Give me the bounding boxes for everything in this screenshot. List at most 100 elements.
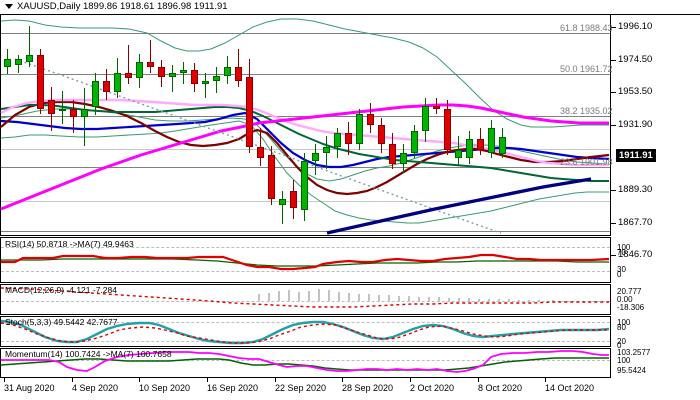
candlestick: [113, 15, 122, 235]
momentum-series: [0, 350, 609, 373]
axis-value-label: 70: [617, 248, 626, 257]
rsi-level-70: [1, 247, 610, 248]
price-tick-label: 1846.70: [618, 249, 653, 260]
axis-value-label: 95.5424: [617, 366, 646, 375]
candle-body: [268, 155, 275, 200]
date-axis-label: 2 Oct 2020: [410, 383, 455, 393]
price-tick: [611, 27, 616, 28]
candle-body: [400, 152, 407, 164]
fibonacci-level-label: 38.2 1935.02: [560, 106, 613, 116]
price-tick: [611, 60, 616, 61]
rsi-panel[interactable]: RSI(14) 50.8718 ->MA(7) 49.9463: [0, 237, 611, 283]
rsi-axis: 100 70 30 0: [611, 237, 700, 283]
candlestick: [322, 15, 331, 235]
axis-value-label: 0: [617, 270, 622, 279]
candle-body: [290, 191, 297, 208]
candle-body: [334, 133, 341, 147]
price-tick: [611, 92, 616, 93]
axis-value-label: 30: [617, 265, 626, 274]
candlestick: [278, 15, 287, 235]
candlestick: [476, 15, 485, 235]
candlestick: [410, 15, 419, 235]
candlestick: [465, 15, 474, 235]
date-tick: [207, 378, 208, 382]
date-tick: [342, 378, 343, 382]
navy-trendline: [326, 177, 592, 235]
candlestick: [234, 15, 243, 235]
candlestick: [179, 15, 188, 235]
candle-body: [378, 125, 385, 145]
candle-wick: [172, 64, 173, 92]
candle-body: [125, 72, 132, 79]
macd-panel[interactable]: MACD(12,26,9) -4.121 -7.284: [0, 284, 611, 315]
fibonacci-level-label: 61.8 1988.43: [560, 23, 613, 33]
candlestick: [443, 15, 452, 235]
stoch-series: [0, 319, 610, 345]
date-axis-label: 16 Sep 2020: [207, 383, 259, 393]
macd-zero-line: [1, 301, 610, 302]
candle-body: [4, 59, 11, 68]
candle-body: [345, 133, 352, 145]
date-axis-label: 28 Sep 2020: [342, 383, 394, 393]
date-tick: [139, 378, 140, 382]
candle-wick: [62, 90, 63, 124]
date-axis-label: 10 Sep 2020: [139, 383, 191, 393]
candlestick: [91, 15, 100, 235]
candlestick: [388, 15, 397, 235]
price-axis: 1996.10 1974.50 1953.50 1931.90 1889.30 1867.…: [611, 14, 700, 260]
stochastic-panel[interactable]: Stoch(5,3,3) 49.5442 42.7677: [0, 316, 611, 347]
candlestick: [102, 15, 111, 235]
price-tick: [611, 255, 616, 256]
rsi-line: [1, 253, 610, 271]
macd-title: MACD(12,26,9) -4.121 -7.284: [5, 285, 117, 295]
price-chart-panel[interactable]: [0, 14, 611, 236]
candle-body: [455, 149, 462, 158]
candlestick: [377, 15, 386, 235]
axis-value-label: -18.306: [617, 303, 645, 312]
candle-body: [433, 105, 440, 109]
chart-header: XAUUSD,Daily 1899.86 1918.61 1896.98 191…: [0, 0, 700, 14]
candle-wick: [205, 72, 206, 98]
gridline-fib-000: [1, 231, 610, 232]
date-tick: [72, 378, 73, 382]
fibonacci-level-label: 50.0 1961.72: [560, 64, 613, 74]
candlestick: [487, 15, 496, 235]
date-axis-label: 22 Sep 2020: [275, 383, 327, 393]
candlestick: [311, 15, 320, 235]
candle-body: [312, 152, 319, 161]
stoch-d-line: [0, 322, 609, 344]
candle-body: [37, 54, 44, 109]
bollinger-upper-band: [0, 18, 609, 128]
candle-wick: [150, 39, 151, 73]
candlestick: [3, 15, 12, 235]
candle-body: [257, 147, 264, 158]
ma-darkgreen-line: [0, 104, 609, 182]
stoch-level-20: [1, 341, 610, 342]
price-tick-label: 1953.50: [618, 86, 653, 97]
axis-value-label: 100: [617, 243, 631, 252]
candlestick: [366, 15, 375, 235]
candlestick: [432, 15, 441, 235]
candle-body: [81, 108, 88, 117]
price-tick-label: 1867.70: [618, 217, 653, 228]
momentum-title: Momentum(14) 100.7424 ->MA(7) 100.7658: [5, 349, 172, 359]
fibonacci-level-label: 23.6 1901.98: [560, 157, 613, 167]
momentum-panel[interactable]: Momentum(14) 100.7424 ->MA(7) 100.7658: [0, 348, 611, 378]
collapse-caret-icon[interactable]: [5, 4, 13, 9]
bollinger-lower-band: [0, 120, 609, 224]
candle-body: [411, 130, 418, 153]
candle-body: [422, 105, 429, 131]
stoch-axis: 100 80 20 0: [611, 316, 700, 350]
candle-body: [301, 160, 308, 211]
candlestick: [80, 15, 89, 235]
candle-wick: [128, 45, 129, 84]
candle-body: [180, 70, 187, 73]
candlestick: [135, 15, 144, 235]
candle-body: [169, 72, 176, 77]
candle-body: [59, 108, 66, 112]
candlestick: [454, 15, 463, 235]
price-tick-label: 1931.90: [618, 119, 653, 130]
candlestick: [58, 15, 67, 235]
candlestick: [289, 15, 298, 235]
